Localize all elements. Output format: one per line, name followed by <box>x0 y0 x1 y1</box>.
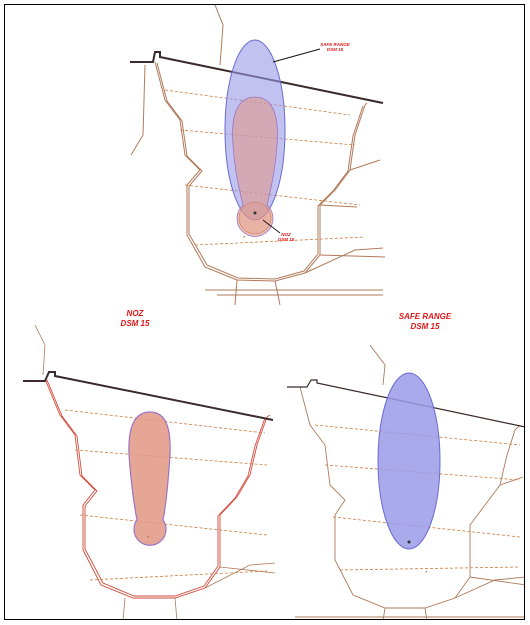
safe-range-site-outline <box>295 344 524 619</box>
safe-range-fence-line <box>287 379 524 428</box>
origin-circle <box>238 201 272 235</box>
noz-callout-line1: NOZ <box>281 232 291 237</box>
safe-range-title-line2: DSM 15 <box>411 322 440 331</box>
fence-line <box>130 51 384 104</box>
noz-panel-drawing: NOZ DSM 15 * <box>23 309 275 619</box>
figure-frame: * SAFE RANGE DSM 15 NOZ DSM 15 NOZ DSM 1… <box>4 4 525 620</box>
safe-range-title-line1: SAFE RANGE <box>399 312 452 321</box>
noz-title-line1: NOZ <box>127 309 145 318</box>
noz-leader <box>262 219 281 234</box>
top-panel: * SAFE RANGE DSM 15 NOZ DSM 15 <box>5 5 524 305</box>
safe-range-hazard-zone <box>377 372 441 550</box>
safe-range-origin-dot <box>407 540 411 544</box>
noz-context-lines <box>34 324 275 619</box>
origin-marker-dot <box>253 211 257 215</box>
noz-callout-line2: DSM 15 <box>278 237 295 242</box>
noz-panel: NOZ DSM 15 * <box>5 305 275 619</box>
noz-fence-line <box>23 371 274 421</box>
noz-hazard-zone <box>128 411 171 546</box>
noz-title-line2: DSM 15 <box>121 319 150 328</box>
top-panel-drawing: * SAFE RANGE DSM 15 NOZ DSM 15 <box>130 5 386 305</box>
noz-zone <box>232 96 278 237</box>
site-outline <box>130 5 386 305</box>
asterisk-marker: * <box>243 236 246 242</box>
safe-range-panel-drawing: SAFE RANGE DSM 15 * <box>287 312 524 619</box>
safe-range-panel: SAFE RANGE DSM 15 * <box>275 305 524 619</box>
safe-range-callout-line1: SAFE RANGE <box>320 42 351 47</box>
safe-range-callout-line2: DSM 15 <box>327 47 344 52</box>
safe-range-leader <box>272 48 321 63</box>
noz-site-outline <box>44 378 271 599</box>
safe-range-asterisk-marker: * <box>425 571 428 577</box>
noz-origin-marker: * <box>147 536 150 542</box>
